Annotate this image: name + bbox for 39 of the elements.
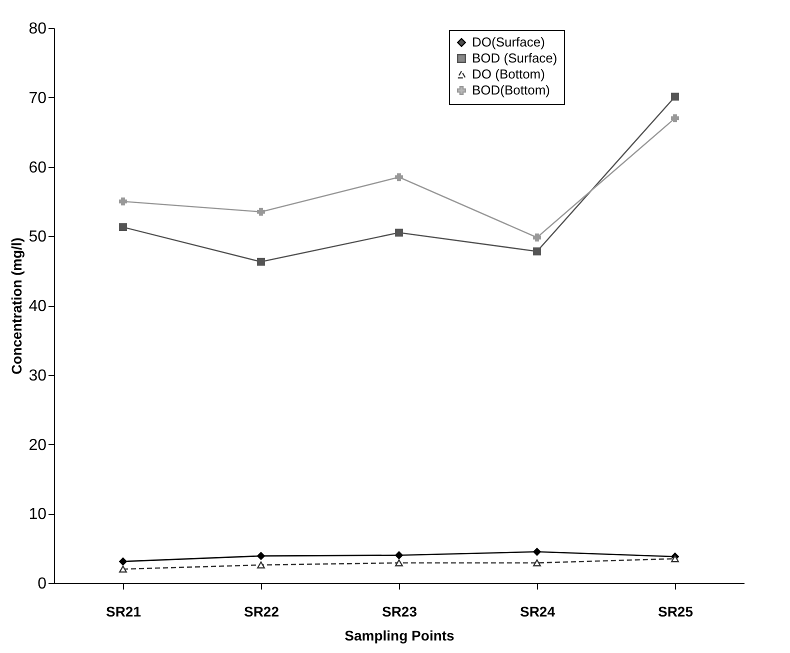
point: [257, 552, 265, 560]
point: [119, 558, 127, 566]
legend-label: DO (Bottom): [472, 66, 545, 82]
x-tick-label: SR24: [520, 604, 556, 620]
point: [671, 92, 679, 101]
point: [257, 258, 265, 266]
y-axis-title: Concentration (mg/l): [8, 238, 25, 374]
x-tick-label: SR25: [658, 604, 694, 620]
point: [533, 247, 541, 256]
point: [533, 559, 541, 566]
point: [533, 548, 541, 556]
point: [395, 173, 403, 182]
point: [533, 234, 541, 242]
point: [395, 228, 403, 237]
y-tick-label: 20: [28, 436, 47, 454]
legend-label: BOD(Bottom): [472, 82, 550, 98]
x-axis-title: Sampling Points: [344, 628, 455, 644]
x-tick-label: SR22: [244, 604, 280, 620]
y-tick-label: 30: [28, 367, 47, 384]
y-tick-label: 0: [38, 576, 47, 592]
y-tick-label: 80: [28, 20, 47, 38]
point: [671, 114, 679, 122]
point: [257, 208, 265, 216]
x-tick-label: SR23: [382, 604, 418, 620]
point: [671, 555, 679, 562]
y-tick-label: 50: [28, 228, 47, 246]
point: [119, 566, 127, 573]
legend-label: BOD (Surface): [472, 50, 558, 66]
x-tick-label: SR21: [106, 604, 142, 620]
point: [119, 223, 127, 232]
point: [119, 197, 127, 206]
y-tick-label: 40: [28, 298, 47, 315]
point: [395, 559, 403, 566]
y-tick-label: 60: [28, 159, 47, 176]
legend-label: DO(Surface): [472, 34, 545, 50]
point: [395, 551, 403, 560]
y-tick-label: 10: [28, 506, 47, 524]
point: [257, 561, 265, 568]
y-tick-label: 70: [28, 90, 47, 107]
